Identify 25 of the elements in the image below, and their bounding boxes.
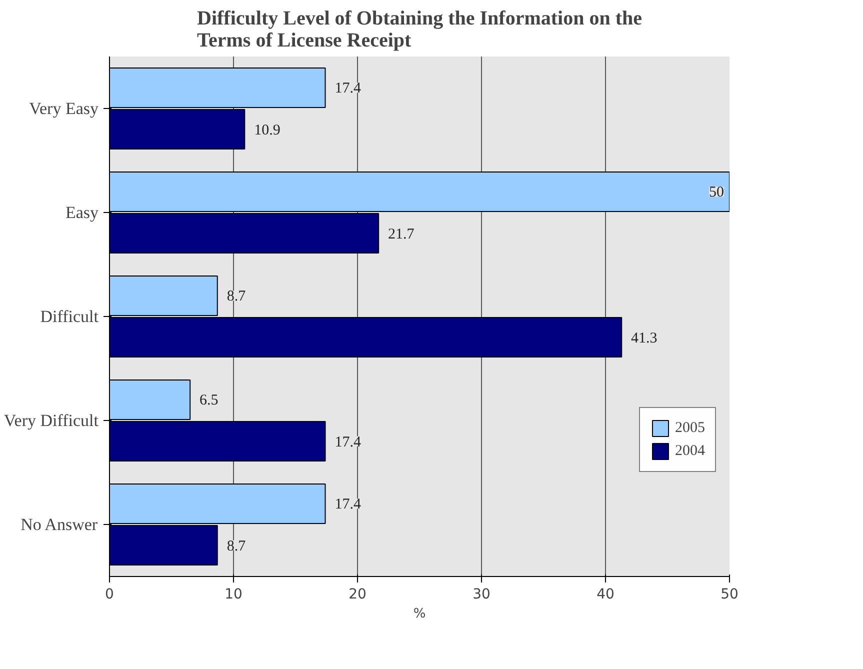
x-tick-label: 50 <box>720 586 738 602</box>
y-tick-label: Very Easy <box>29 99 99 118</box>
y-tick-label: Easy <box>65 203 99 222</box>
y-tick-label: Very Difficult <box>4 411 99 430</box>
legend-label: 2004 <box>675 442 705 460</box>
data-label: 6.5 <box>200 392 218 409</box>
legend-label: 2005 <box>675 420 705 436</box>
data-label: 8.7 <box>226 288 246 305</box>
x-tick-label: 20 <box>348 586 366 602</box>
chart-title: Difficulty Level of Obtaining the Information on the Terms of License Receipt <box>197 8 642 52</box>
data-label: 17.4 <box>334 434 362 450</box>
x-tick-label: 10 <box>224 586 242 602</box>
x-tick-label: 0 <box>105 586 114 602</box>
y-tick-label: Difficult <box>40 307 99 326</box>
y-tick-label: No Answer <box>20 515 98 534</box>
x-tick-label: 30 <box>472 586 490 602</box>
data-label: 8.7 <box>226 538 246 554</box>
data-label: 17.4 <box>334 80 362 97</box>
data-label: 50 <box>709 184 724 201</box>
x-tick-label: 40 <box>596 586 614 602</box>
x-axis-title: % <box>413 606 426 622</box>
data-label: 17.4 <box>334 496 362 513</box>
data-label: 21.7 <box>388 226 415 242</box>
data-label: 41.3 <box>631 330 658 346</box>
data-label: 10.9 <box>254 122 280 138</box>
